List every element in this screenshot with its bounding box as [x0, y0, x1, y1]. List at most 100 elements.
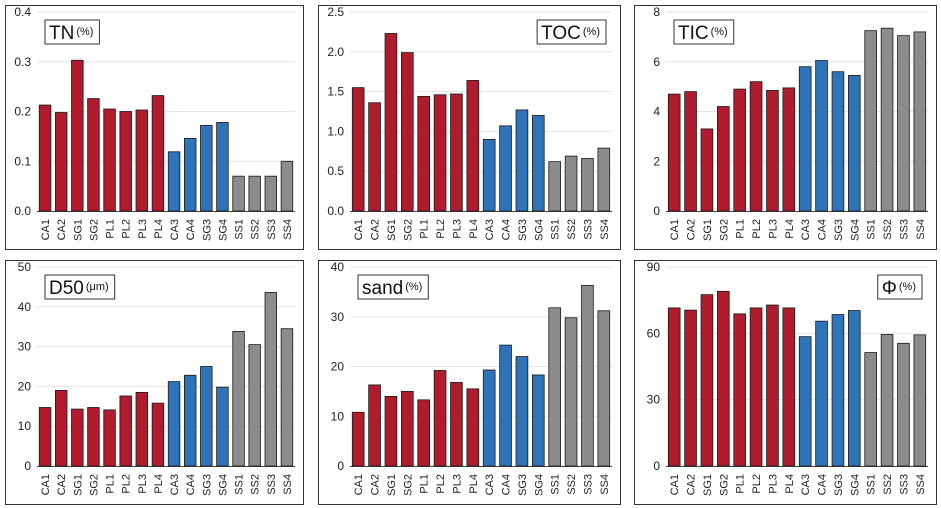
bar-pl3 [766, 89, 779, 212]
x-tick-label: SG1 [72, 219, 84, 241]
x-tick-label: CA1 [669, 219, 681, 240]
chart-panel-3: 0 2 4 6 8 CA1 CA2 SG1 SG2 PL1 PL2 PL3 PL4 CA3 CA4 SG3 SG… [634, 5, 937, 250]
y-tick-label: 30 [331, 310, 345, 324]
bar-ca1 [667, 93, 681, 212]
x-tick-label: CA2 [56, 219, 68, 240]
bar-ca3 [167, 151, 181, 212]
x-tick-label: CA1 [40, 474, 52, 495]
chart-title-unit: (%) [76, 26, 93, 38]
bar-ca2 [368, 102, 381, 212]
title-box-frame [44, 274, 116, 300]
y-tick-label: 90 [647, 260, 661, 274]
chart-title-box: Φ (%) [877, 274, 923, 300]
bar-pl2 [433, 94, 447, 212]
bar-ca4 [815, 60, 828, 212]
x-tick-label: PL1 [105, 219, 117, 239]
bar-ca2 [54, 389, 68, 467]
x-tick-label: SS1 [550, 219, 562, 240]
y-tick-label: 1.0 [327, 124, 344, 138]
bar-pl2 [749, 81, 763, 212]
x-tick-label: PL4 [468, 219, 480, 239]
x-tick-label: PL4 [784, 219, 796, 239]
bar-sg2 [717, 106, 730, 212]
bar-ss4 [913, 31, 927, 212]
x-tick-label: PL1 [735, 474, 747, 494]
bar-sg1 [71, 59, 84, 212]
x-tick-label: SS4 [599, 474, 611, 495]
bar-ca3 [167, 381, 181, 467]
bar-ca2 [684, 309, 697, 467]
y-tick-label: 0.0 [327, 204, 344, 218]
bar-sg2 [87, 98, 100, 212]
y-tick-label: 0 [653, 204, 660, 218]
y-tick-label: 0 [24, 459, 31, 473]
x-tick-label: CA4 [185, 219, 197, 240]
bar-pl4 [466, 388, 480, 467]
chart-panel-6: 0 30 60 90 CA1 CA2 SG1 SG2 PL1 PL2 PL3 PL4 CA3 CA4 SG3… [634, 260, 937, 505]
x-tick-label: CA2 [686, 474, 698, 495]
y-tick-label: 2 [653, 154, 660, 168]
x-tick-label: CA4 [185, 474, 197, 495]
x-tick-label: SS2 [566, 474, 578, 495]
bar-ss2 [880, 334, 894, 467]
bar-ss1 [232, 331, 245, 467]
x-tick-label: PL2 [121, 474, 133, 494]
bar-ss2 [880, 27, 894, 212]
y-tick-label: 2.0 [327, 45, 344, 59]
x-tick-label: CA1 [40, 219, 52, 240]
x-tick-label: PL2 [435, 474, 447, 494]
x-tick-label: CA4 [501, 219, 513, 240]
x-tick-label: CA3 [484, 219, 496, 240]
x-tick-label: CA3 [169, 474, 181, 495]
bar-sg3 [831, 71, 845, 212]
title-box-frame [877, 274, 923, 300]
bar-pl2 [749, 307, 763, 467]
bar-sg4 [216, 122, 229, 212]
bar-ca3 [482, 138, 496, 212]
x-tick-label: SG4 [217, 474, 229, 496]
x-tick-label: SS2 [250, 474, 262, 495]
chart-panel-4: 0 10 20 30 40 50 CA1 CA2 SG1 SG2 PL1 PL2 PL3 PL4 CA3 CA… [5, 260, 304, 505]
bar-ca4 [499, 125, 512, 212]
bar-sg1 [700, 128, 714, 212]
chart-panel-2: 0.0 0.5 1.0 1.5 2.0 2.5 CA1 CA2 SG1 SG2 PL1 PL2 PL3 P… [318, 5, 621, 250]
x-tick-label: SG2 [718, 219, 730, 241]
x-tick-label: PL3 [767, 219, 779, 239]
title-box-frame [536, 19, 607, 45]
x-tick-label: PL3 [137, 474, 149, 494]
x-tick-label: PL2 [751, 219, 763, 239]
x-tick-label: PL1 [735, 219, 747, 239]
bar-ss3 [897, 35, 910, 212]
bar-pl4 [151, 95, 165, 212]
bar-pl1 [417, 399, 430, 467]
bar-pl3 [450, 93, 463, 212]
bar-sg3 [200, 125, 213, 212]
x-tick-label: SG3 [201, 219, 213, 241]
bar-sg4 [532, 115, 545, 212]
chart-title: TOC [541, 23, 581, 44]
x-tick-label: PL4 [153, 474, 165, 494]
y-tick-label: 0.3 [14, 55, 31, 69]
chart-title: D50 [49, 278, 84, 299]
bar-pl2 [119, 395, 132, 467]
bar-pl2 [119, 111, 132, 212]
bar-sg4 [848, 310, 861, 467]
x-tick-label: CA3 [800, 474, 812, 495]
title-box-frame [44, 19, 100, 45]
bar-pl1 [733, 88, 746, 212]
bar-pl1 [733, 313, 746, 467]
x-tick-label: SG4 [533, 219, 545, 241]
bar-pl2 [433, 370, 447, 467]
x-tick-label: SG1 [702, 474, 714, 496]
bar-ss2 [248, 344, 261, 467]
bar-pl4 [466, 80, 480, 212]
bar-ss2 [248, 175, 261, 212]
chart-panel-5: 0 10 20 30 40 CA1 CA2 SG1 SG2 PL1 PL2 PL3 PL4 CA3 CA4 S… [318, 260, 621, 505]
y-tick-label: 0.1 [14, 154, 31, 168]
bar-sg2 [87, 407, 100, 467]
chart-title: TN [49, 23, 74, 44]
x-tick-label: SS4 [282, 219, 294, 240]
bar-ss3 [581, 285, 594, 467]
bar-ca3 [798, 336, 812, 467]
